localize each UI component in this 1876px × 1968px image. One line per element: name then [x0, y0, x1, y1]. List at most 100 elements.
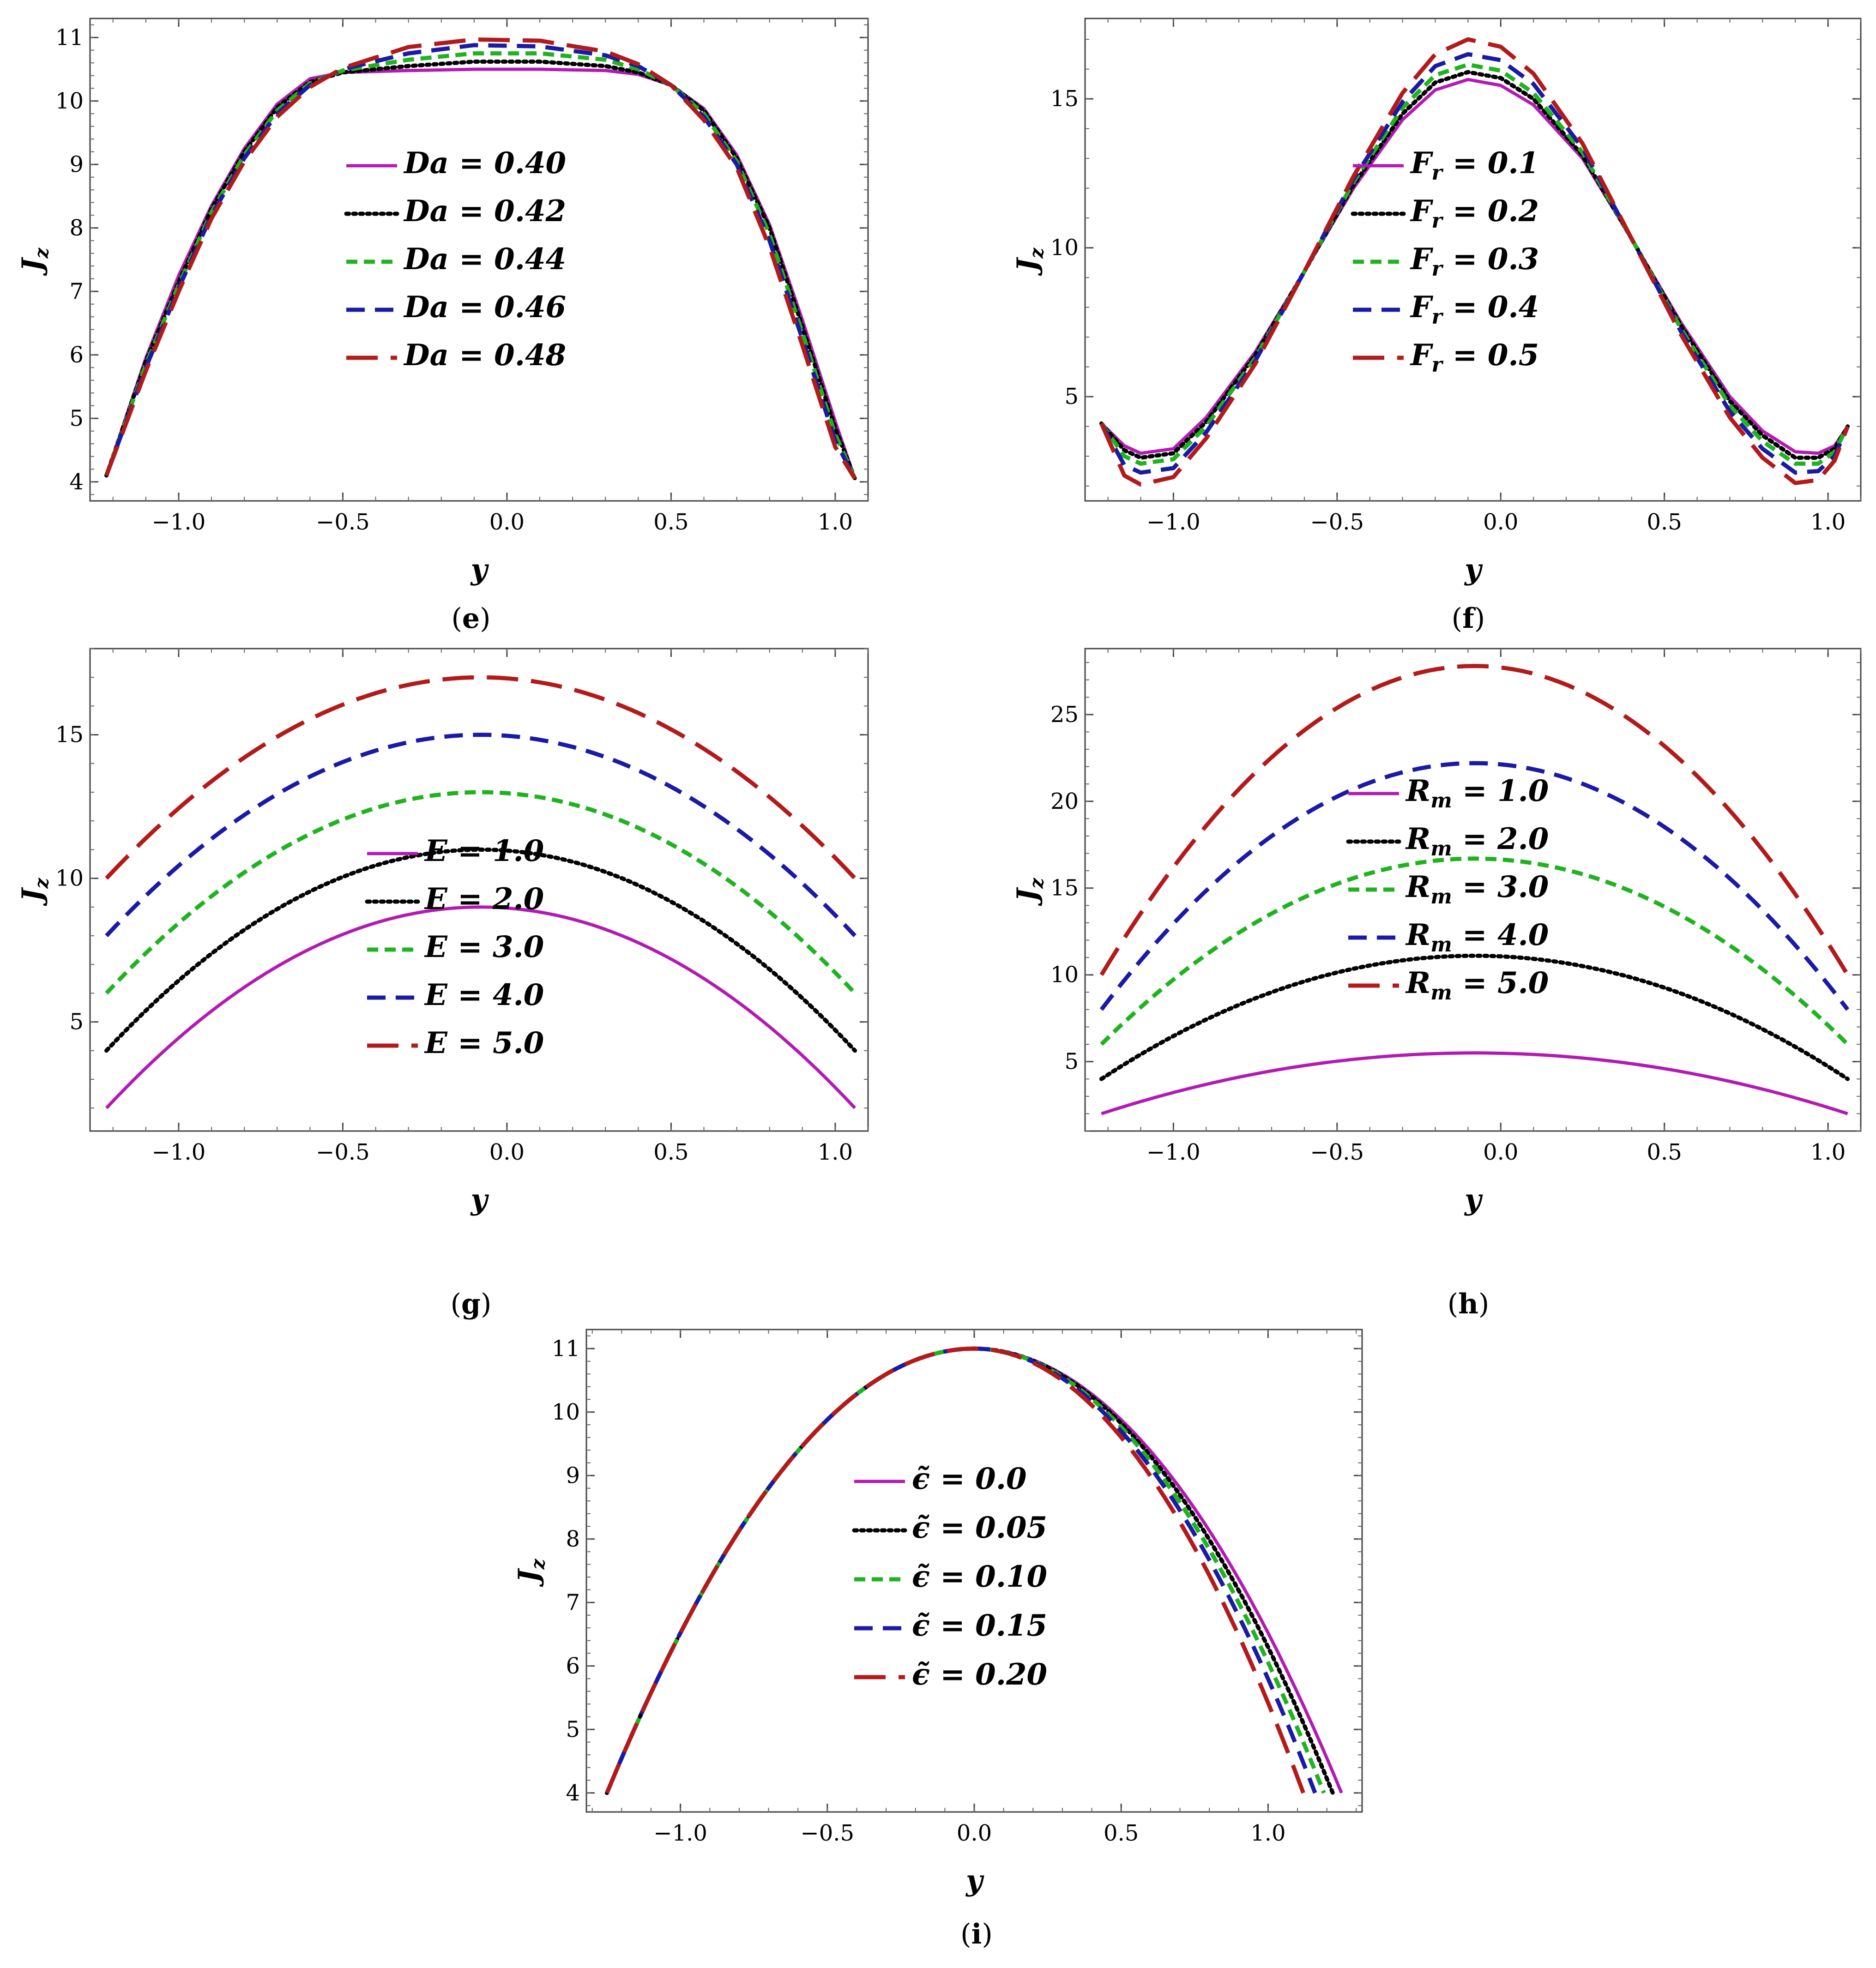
y-tick-label-i: 5	[566, 1716, 580, 1742]
y-tick-label-e: 8	[69, 215, 84, 241]
x-axis-label-e: y	[470, 553, 489, 586]
chart-i: −1.0 −0.5 0.0 0.5 1.0 4 5 6 7 8 9 10 11 y Jz ϵ̃ = 0.0 ϵ̃…	[513, 1329, 1363, 1897]
legend-label-g-2: E = 3.0	[424, 930, 544, 964]
x-tick-label-h: −0.5	[1310, 1139, 1364, 1165]
legend-label-i-2: ϵ̃ = 0.10	[912, 1559, 1047, 1594]
x-tick-label-e: 0.0	[489, 509, 525, 535]
y-tick-label-h: 20	[1050, 788, 1079, 814]
x-tick-label-f: 0.5	[1647, 509, 1682, 535]
legend-label-subscript-h-2: m	[1430, 885, 1452, 909]
legend-label-g-0: E = 1.0	[424, 834, 544, 868]
y-axis-label-subscript-h: z	[1026, 878, 1048, 889]
legend-label-f-4: Fr = 0.5	[1410, 338, 1539, 377]
y-tick-label-f: 10	[1050, 235, 1079, 261]
chart-e: −1.0 −0.5 0.0 0.5 1.0 4 5 6 7 8 9 10 11 y Jz Da = 0.40 D…	[16, 18, 869, 586]
legend-label-subscript-f-4: r	[1431, 353, 1443, 377]
y-tick-label-g: 10	[55, 866, 84, 891]
legend-label-value-h-1: = 2.0	[1452, 822, 1549, 856]
series-line-g-3	[105, 733, 857, 938]
y-axis-label-h: Jz	[1011, 878, 1048, 906]
series-line-h-1	[1099, 953, 1850, 1081]
legend-label-subscript-h-4: m	[1430, 981, 1452, 1005]
series-line-h-0	[1101, 1051, 1848, 1115]
y-axis-label-f: Jz	[1011, 247, 1048, 276]
x-tick-label-f: 1.0	[1810, 509, 1846, 535]
y-tick-label-f: 15	[1050, 86, 1079, 112]
legend-label-value-f-2: = 0.3	[1442, 242, 1539, 277]
legend-label-h-2: Rm = 3.0	[1405, 870, 1549, 909]
y-tick-label-i: 6	[566, 1653, 580, 1679]
series-line-h-3	[1099, 761, 1850, 1011]
series-line-h-2	[1100, 856, 1849, 1046]
series-line-f-1	[1099, 70, 1850, 460]
x-tick-label-h: −1.0	[1146, 1139, 1200, 1165]
chart-g: −1.0 −0.5 0.0 0.5 1.0 5 10 15 y Jz E = 1.0 E = 2.0 E…	[16, 648, 869, 1216]
series-line-i-4	[605, 1346, 1305, 1794]
legend-label-value-f-0: = 0.1	[1442, 146, 1539, 181]
x-tick-label-f: −1.0	[1146, 509, 1200, 535]
x-tick-label-e: −1.0	[152, 509, 206, 535]
legend-label-h-4: Rm = 5.0	[1405, 966, 1549, 1005]
y-axis-label-subscript-f: z	[1026, 247, 1048, 259]
series-line-e-1	[104, 60, 857, 481]
x-tick-label-i: −0.5	[801, 1820, 855, 1846]
x-tick-label-i: −1.0	[653, 1820, 707, 1846]
x-tick-label-g: 1.0	[818, 1139, 853, 1165]
legend-label-i-4: ϵ̃ = 0.20	[912, 1657, 1047, 1692]
y-tick-label-i: 9	[566, 1462, 580, 1488]
y-axis-label-e: Jz	[16, 247, 53, 276]
legend-label-subscript-h-3: m	[1430, 933, 1452, 957]
legend-label-value-f-3: = 0.4	[1442, 290, 1539, 325]
panel-label-h: (h)	[1447, 1288, 1490, 1320]
panel-label-h-text: h	[1458, 1288, 1478, 1320]
y-tick-label-h: 25	[1050, 702, 1079, 728]
x-tick-label-i: 1.0	[1250, 1820, 1285, 1846]
x-axis-label-g: y	[470, 1183, 489, 1216]
legend-label-e-2: Da = 0.44	[403, 242, 566, 277]
legend-label-g-1: E = 2.0	[424, 882, 544, 916]
x-tick-label-g: −0.5	[316, 1139, 370, 1165]
plot-frame-h	[1084, 648, 1862, 1132]
chart-f: −1.0 −0.5 0.0 0.5 1.0 5 10 15 y Jz Fr = 0.1 Fr = 0.…	[1011, 18, 1862, 586]
y-tick-label-i: 8	[566, 1526, 580, 1552]
legend-label-i-3: ϵ̃ = 0.15	[912, 1608, 1047, 1643]
x-tick-label-i: 0.5	[1104, 1820, 1139, 1846]
y-tick-label-i: 4	[566, 1780, 580, 1806]
legend-label-value-h-0: = 1.0	[1452, 774, 1549, 808]
legend-label-e-1: Da = 0.42	[403, 194, 566, 229]
series-line-g-1	[104, 847, 857, 1053]
series-line-e-4	[104, 37, 857, 480]
legend-label-i-1: ϵ̃ = 0.05	[912, 1511, 1047, 1545]
series-line-e-2	[104, 51, 857, 480]
legend-label-f-0: Fr = 0.1	[1410, 146, 1539, 185]
legend-label-e-4: Da = 0.48	[403, 338, 566, 373]
legend-label-subscript-h-1: m	[1430, 837, 1452, 861]
panel-label-e: (e)	[451, 602, 491, 635]
y-tick-label-g: 15	[55, 722, 84, 748]
y-tick-label-e: 6	[69, 342, 84, 368]
y-tick-label-i: 7	[566, 1589, 580, 1615]
y-tick-label-f: 5	[1064, 384, 1079, 409]
plot-frame-f	[1084, 18, 1862, 502]
y-axis-label-g: Jz	[16, 878, 53, 906]
series-line-f-3	[1099, 52, 1850, 475]
x-tick-label-h: 0.5	[1647, 1139, 1682, 1165]
legend-label-value-f-4: = 0.5	[1442, 338, 1539, 373]
x-axis-label-f: y	[1464, 553, 1483, 586]
panel-label-e-text: e	[462, 602, 480, 635]
y-tick-label-e: 10	[55, 88, 84, 114]
y-axis-label-i: Jz	[513, 1559, 549, 1587]
x-tick-label-h: 1.0	[1810, 1139, 1846, 1165]
x-tick-label-e: 0.5	[653, 509, 688, 535]
y-axis-label-subscript-e: z	[31, 247, 53, 259]
legend-label-subscript-h-0: m	[1430, 789, 1452, 812]
legend-label-f-3: Fr = 0.4	[1410, 290, 1539, 329]
series-line-g-0	[105, 905, 857, 1109]
legend-label-g-3: E = 4.0	[424, 978, 544, 1012]
x-tick-label-g: 0.0	[489, 1139, 525, 1165]
y-tick-label-e: 11	[55, 24, 84, 50]
legend-label-subscript-f-1: r	[1431, 209, 1443, 233]
panel-label-f: (f)	[1451, 602, 1485, 635]
